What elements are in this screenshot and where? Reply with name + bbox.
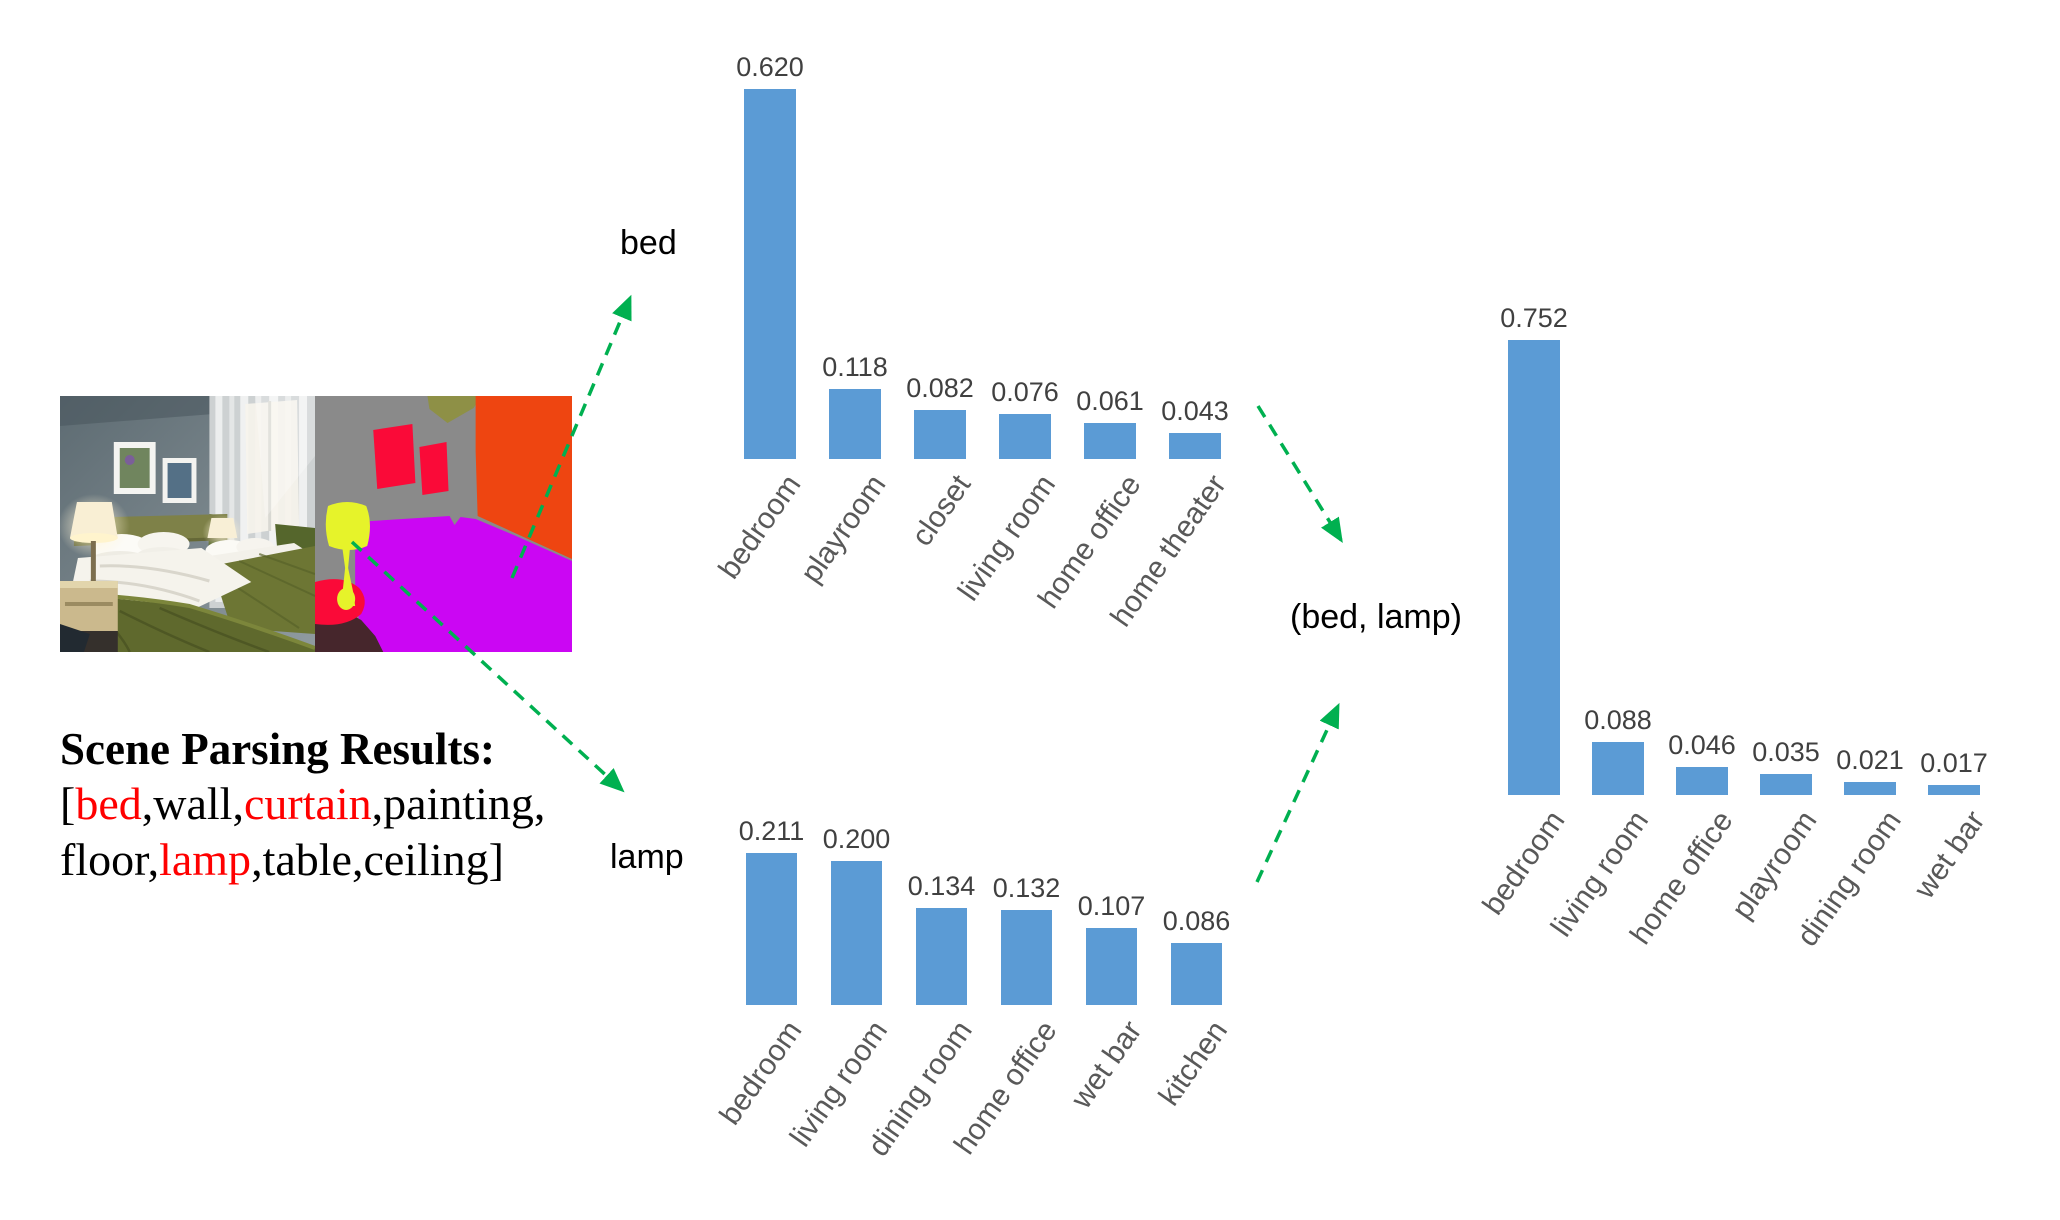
bar (1928, 784, 1980, 795)
bar-group-closet: 0.082 closet (905, 49, 977, 552)
bar (1508, 340, 1560, 795)
bar-group-playroom: 0.118 playroom (795, 49, 893, 589)
bar-category-label: closet (905, 469, 978, 553)
bar-group-living-room: 0.076 living room (952, 49, 1062, 607)
bar (1084, 422, 1136, 459)
scene-photo (60, 396, 315, 652)
seg-lamp-region (337, 588, 356, 610)
bar-value-label: 0.211 (738, 816, 805, 846)
bar (1001, 909, 1052, 1005)
seg-painting-region (373, 424, 416, 489)
scene-class-highlighted: curtain (243, 778, 372, 829)
bar (1844, 782, 1896, 795)
bar (1760, 773, 1812, 795)
bar (1086, 927, 1137, 1005)
bar-category-label: bedroom (713, 1015, 809, 1131)
bar-chart-bed: 0.620 bedroom 0.118 playroom 0.082 closet 0.07… (712, 49, 1232, 633)
bar-value-label: 0.076 (991, 376, 1059, 407)
bar-group-playroom: 0.035 playroom (1726, 300, 1824, 925)
bar-group-dining-room: 0.134 dining room (862, 813, 979, 1162)
bar-group-dining-room: 0.021 dining room (1790, 300, 1907, 952)
bar-value-label: 0.035 (1752, 736, 1820, 767)
bar (1171, 943, 1222, 1005)
pair-chart-title: (bed, lamp) (1290, 598, 1462, 636)
bar-group-home-theater: 0.043 home theater (1104, 49, 1232, 632)
scene-class-text: ,wall, (141, 778, 244, 829)
scene-class-text: floor, (60, 834, 160, 886)
bar-value-label: 0.086 (1162, 906, 1231, 937)
bar-group-living-room: 0.200 living room (783, 813, 893, 1153)
bar-value-label: 0.752 (1500, 303, 1568, 333)
arrow-lamp-chart-to-pair-label (1255, 702, 1340, 883)
scene-class-text: ,painting, (371, 778, 546, 829)
scene-parsing-title: Scene Parsing Results: (60, 724, 495, 774)
bed-chart-title: bed (620, 224, 677, 262)
bar-group-kitchen: 0.086 kitchen (1152, 813, 1234, 1112)
bar-group-home-office: 0.132 home office (948, 813, 1064, 1161)
bar-category-label: playroom (794, 469, 893, 590)
bar-value-label: 0.046 (1668, 730, 1736, 761)
bar (999, 413, 1051, 459)
arrow-bed-chart-to-pair-label (1256, 405, 1343, 543)
bar (1592, 741, 1644, 795)
bar (829, 388, 881, 459)
bar-category-label: wet bar (1907, 805, 1992, 905)
bar-chart-bed-lamp: 0.752 bedroom 0.088 living room 0.046 home of… (1476, 300, 1991, 952)
bar (1169, 433, 1221, 459)
bar-value-label: 0.017 (1920, 747, 1988, 778)
bar (916, 908, 967, 1005)
bar-value-label: 0.088 (1584, 704, 1652, 735)
bar-group-bedroom: 0.752 bedroom (1476, 300, 1571, 921)
bar (744, 89, 796, 459)
scene-parsing-line: [bed,wall,curtain,painting, (60, 776, 640, 832)
scene-parsing-results: Scene Parsing Results: [bed,wall,curtain… (60, 722, 640, 888)
bar-value-label: 0.132 (992, 872, 1061, 903)
bar (1676, 767, 1728, 795)
seg-lamp-region (325, 502, 370, 550)
scene-class-text: ,table,ceiling] (251, 834, 504, 886)
bar-value-label: 0.118 (822, 351, 888, 382)
bar (831, 860, 882, 1005)
bar (914, 410, 966, 459)
bar-category-label: wet bar (1065, 1015, 1149, 1115)
bar-group-bedroom: 0.620 bedroom (712, 49, 807, 585)
segmentation-map (315, 396, 572, 652)
bar-value-label: 0.200 (822, 823, 891, 854)
bar-value-label: 0.620 (736, 52, 804, 82)
bar-value-label: 0.107 (1077, 890, 1146, 921)
bar-group-home-office: 0.061 home office (1032, 49, 1148, 615)
bar-group-living-room: 0.088 living room (1545, 300, 1655, 943)
bar-group-wet-bar: 0.107 wet bar (1065, 813, 1148, 1115)
scene-class-highlighted: bed (75, 778, 142, 829)
scene-class-highlighted: lamp (159, 834, 252, 886)
bar-value-label: 0.061 (1076, 385, 1144, 416)
bar-value-label: 0.134 (907, 871, 976, 902)
bar-value-label: 0.043 (1161, 396, 1229, 427)
bar-value-label: 0.021 (1836, 745, 1904, 776)
bar (746, 853, 797, 1005)
seg-painting-region (419, 442, 449, 495)
bar-group-wet-bar: 0.017 wet bar (1908, 300, 1991, 905)
bar-group-home-office: 0.046 home office (1624, 300, 1740, 950)
bar-category-label: kitchen (1152, 1015, 1234, 1112)
bar-value-label: 0.082 (906, 373, 974, 404)
segmentation-image (315, 396, 572, 652)
bar-chart-lamp: 0.211 bedroom 0.200 living room 0.134 dining … (714, 813, 1234, 1162)
seg-ceiling-region (427, 396, 482, 423)
bar-category-label: bedroom (712, 469, 808, 585)
lamp-chart-title: lamp (610, 838, 684, 876)
scene-class-text: [ (60, 778, 76, 829)
bar-group-bedroom: 0.211 bedroom (714, 813, 809, 1131)
bedroom-photo-image (60, 396, 315, 652)
scene-parsing-line: floor,lamp,table,ceiling] (60, 832, 640, 888)
